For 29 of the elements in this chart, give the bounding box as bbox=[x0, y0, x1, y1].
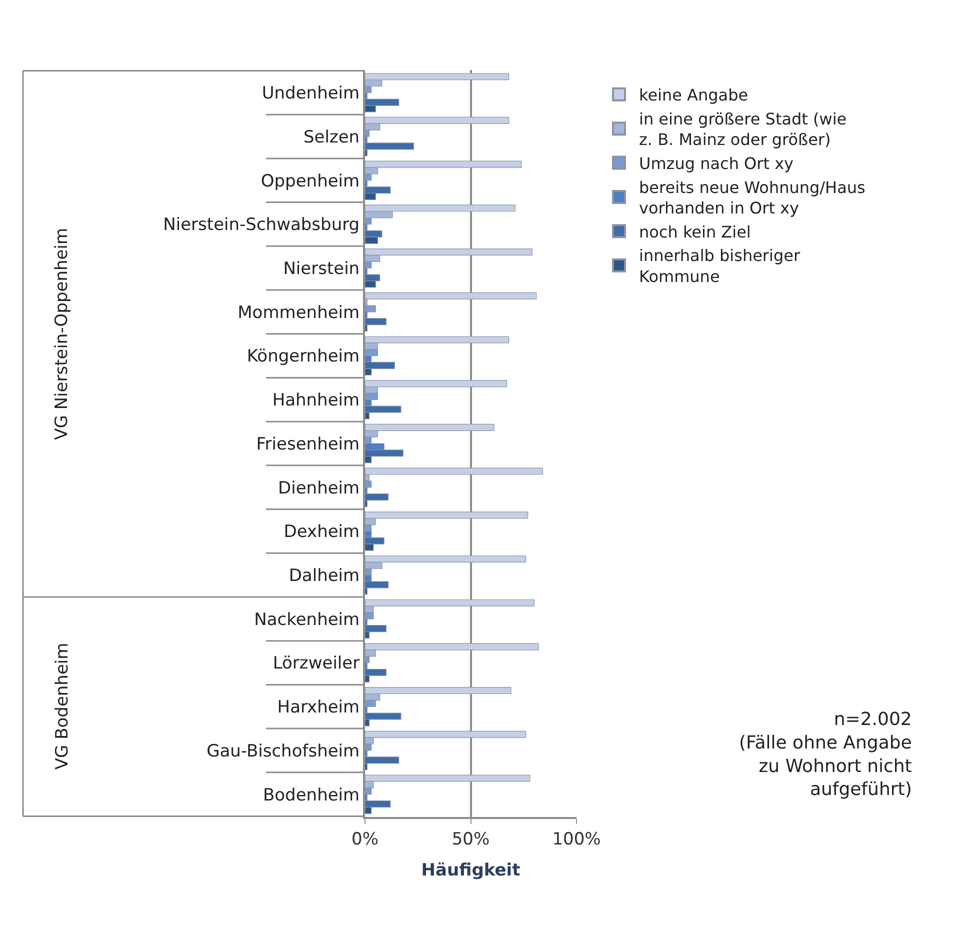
y-tick-label: Hahnheim bbox=[272, 390, 360, 411]
text: VG Bodenheim bbox=[52, 642, 72, 770]
text: n=2.002 (Fälle ohne Angabe zu Wohnort nicht aufgeführt) bbox=[739, 709, 912, 800]
x-axis-title: Häufigkeit bbox=[421, 860, 520, 880]
y-tick-label: Undenheim bbox=[262, 84, 360, 104]
y-tick-label: Dexheim bbox=[284, 522, 360, 542]
y-tick-label: Nierstein bbox=[283, 259, 360, 280]
legend-label: keine Angabe bbox=[639, 86, 748, 105]
x-tick-label: 0% bbox=[352, 829, 378, 850]
y-tick-label: Oppenheim bbox=[260, 171, 360, 192]
y-tick-label: Bodenheim bbox=[262, 785, 360, 806]
y-tick-label: Friesenheim bbox=[256, 434, 360, 454]
legend-label: noch kein Ziel bbox=[639, 222, 751, 242]
legend-label: in eine größere Stadt (wie z. B. Mainz oder größer) bbox=[639, 109, 847, 150]
y-tick-label: Mommenheim bbox=[238, 302, 360, 323]
y-tick-label: Gau-Bischofsheim bbox=[206, 741, 360, 762]
y-tick-label: Lörzweiler bbox=[272, 654, 360, 674]
y-tick-label: Selzen bbox=[303, 127, 360, 148]
y-tick-label: Dalheim bbox=[288, 566, 360, 586]
x-tick-label: 50% bbox=[452, 829, 490, 850]
y-tick-label: Nierstein-Schwabsburg bbox=[163, 215, 360, 236]
y-tick-label: Harxheim bbox=[277, 698, 360, 718]
legend-label: Umzug nach Ort xy bbox=[639, 154, 794, 174]
y-tick-label: Dienheim bbox=[278, 478, 360, 498]
legend-label: innerhalb bisheriger Kommune bbox=[639, 246, 800, 286]
y-tick-label: Nackenheim bbox=[254, 610, 360, 630]
text: VG Nierstein-Oppenheim bbox=[52, 228, 72, 440]
y-tick-label: Köngernheim bbox=[246, 346, 360, 367]
x-tick-label: 100% bbox=[552, 829, 601, 850]
